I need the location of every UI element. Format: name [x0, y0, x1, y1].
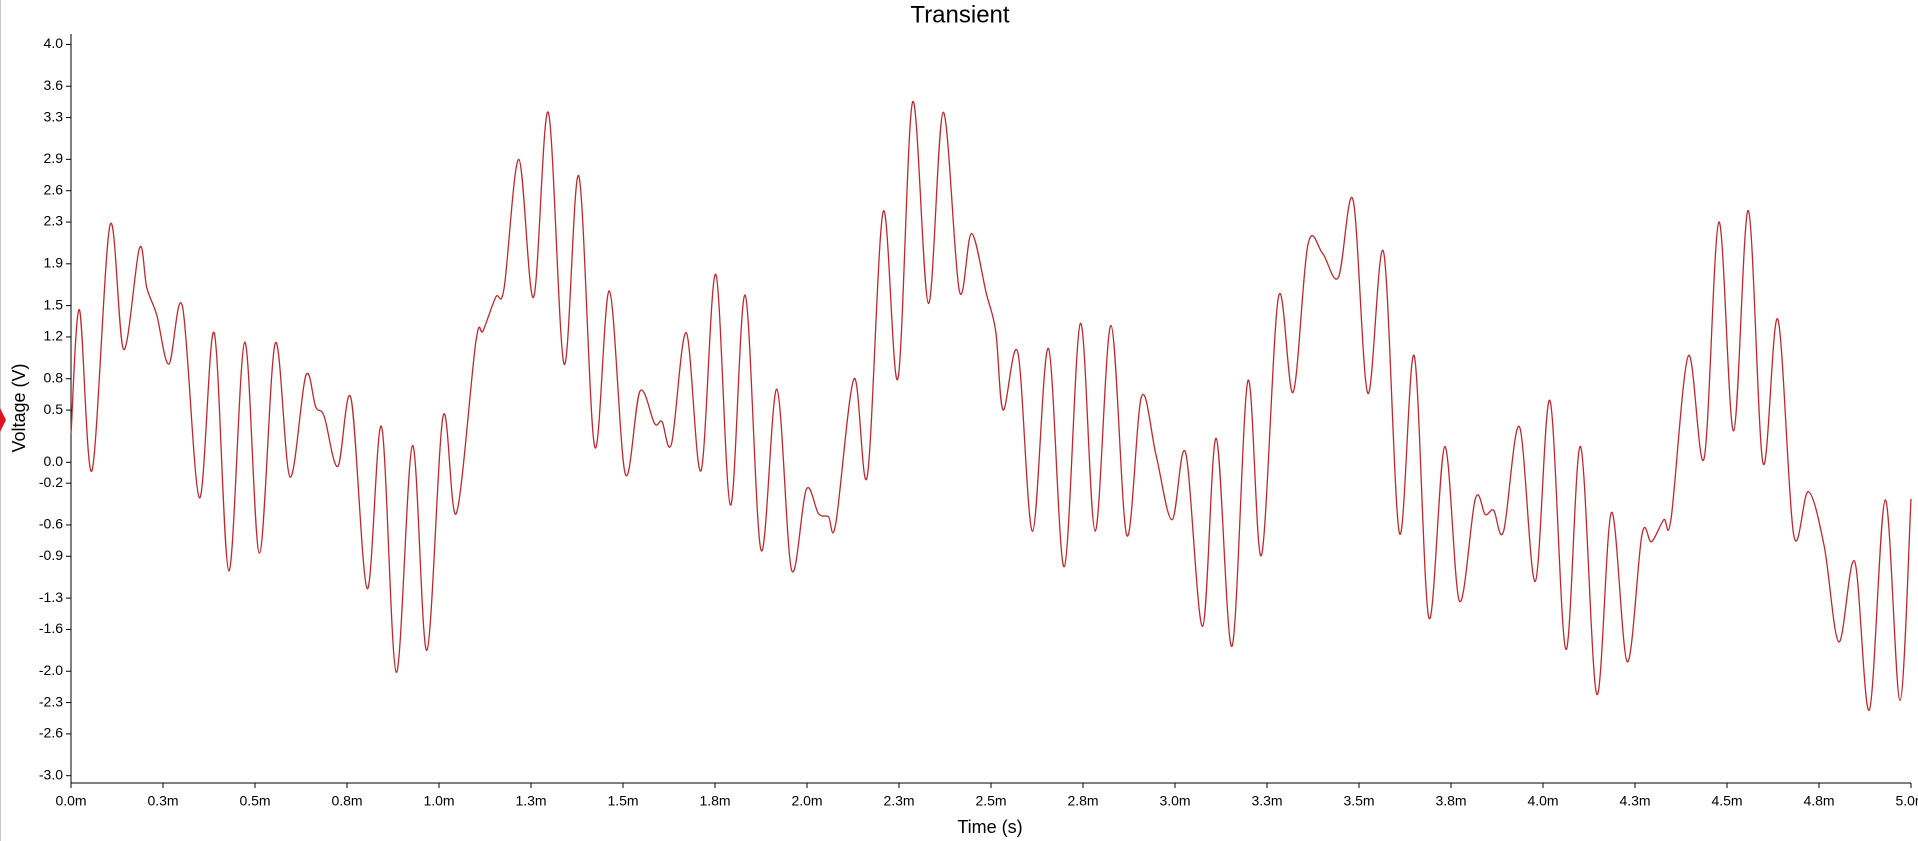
- y-tick-label: -2.3: [39, 693, 63, 709]
- x-tick-label: 0.3m: [147, 793, 178, 809]
- y-tick-label: -0.2: [39, 474, 63, 490]
- x-tick-label: 1.3m: [515, 793, 546, 809]
- x-tick-label: 4.3m: [1619, 793, 1650, 809]
- x-tick-label: 0.8m: [331, 793, 362, 809]
- y-tick-label: 0.8: [44, 369, 64, 385]
- chart-title: Transient: [910, 1, 1009, 28]
- y-tick-label: 0.0: [44, 453, 64, 469]
- x-tick-label: 4.5m: [1711, 793, 1742, 809]
- x-tick-label: 2.5m: [975, 793, 1006, 809]
- y-tick-label: 0.5: [44, 401, 64, 417]
- x-tick-label: 2.8m: [1067, 793, 1098, 809]
- y-tick-label: 1.2: [44, 328, 64, 344]
- x-tick-label: 4.8m: [1803, 793, 1834, 809]
- x-tick-label: 4.0m: [1527, 793, 1558, 809]
- x-tick-label: 0.0m: [55, 793, 86, 809]
- y-tick-label: -0.9: [39, 547, 63, 563]
- x-tick-label: 1.0m: [423, 793, 454, 809]
- y-tick-label: 1.9: [44, 255, 64, 271]
- y-tick-label: -3.0: [39, 766, 63, 782]
- y-tick-label: -2.0: [39, 662, 63, 678]
- y-tick-label: -1.6: [39, 620, 63, 636]
- y-tick-label: 1.5: [44, 296, 64, 312]
- x-tick-label: 1.8m: [699, 793, 730, 809]
- y-tick-label: -2.6: [39, 725, 63, 741]
- x-tick-label: 3.3m: [1251, 793, 1282, 809]
- y-tick-label: 2.3: [44, 213, 64, 229]
- y-tick-label: 2.6: [44, 181, 64, 197]
- y-tick-label: 3.6: [44, 77, 64, 93]
- x-tick-label: 3.5m: [1343, 793, 1374, 809]
- x-tick-label: 2.3m: [883, 793, 914, 809]
- cursor-marker: [0, 408, 6, 432]
- x-tick-label: 1.5m: [607, 793, 638, 809]
- x-axis-label: Time (s): [957, 817, 1022, 837]
- x-tick-label: 3.8m: [1435, 793, 1466, 809]
- x-tick-label: 3.0m: [1159, 793, 1190, 809]
- y-axis-label: Voltage (V): [9, 363, 29, 452]
- y-tick-label: 2.9: [44, 150, 64, 166]
- y-tick-label: -0.6: [39, 516, 63, 532]
- x-tick-label: 2.0m: [791, 793, 822, 809]
- x-tick-label: 0.5m: [239, 793, 270, 809]
- signal-line: [70, 101, 1912, 711]
- x-tick-label: 5.0m: [1895, 793, 1918, 809]
- y-tick-label: 3.3: [44, 108, 64, 124]
- y-tick-label: 4.0: [44, 35, 64, 51]
- y-tick-label: -1.3: [39, 589, 63, 605]
